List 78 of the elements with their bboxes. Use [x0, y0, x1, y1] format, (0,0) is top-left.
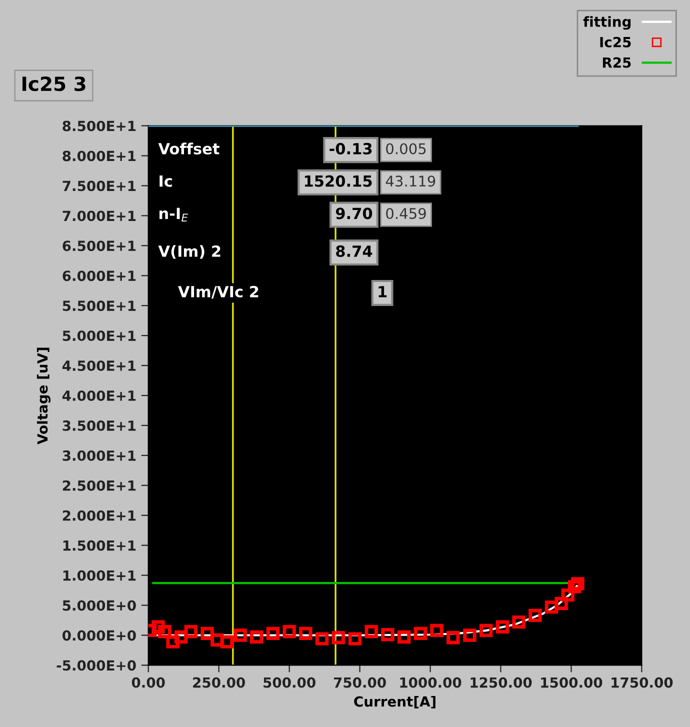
y-axis-title: Voltage [uV] [36, 348, 51, 444]
point [158, 625, 172, 638]
point [414, 626, 427, 640]
y-tick-label: 1.500E+1 [63, 540, 136, 551]
chart-title: Ic25 3 [22, 76, 86, 92]
point [200, 626, 214, 640]
point [315, 632, 329, 646]
point [571, 577, 584, 590]
legend-label: Ic25 [600, 36, 631, 48]
point [544, 600, 558, 614]
point [568, 580, 582, 594]
annotation: 0.005 [386, 143, 426, 154]
annotation: Ic [160, 175, 172, 187]
annotation: -0.13 [330, 142, 372, 154]
y-tick-label: 8.000E+1 [62, 150, 136, 162]
y-tick-label: 2.000E+1 [62, 510, 136, 521]
y-tick-label: 0.000E+0 [62, 630, 136, 641]
y-tick-label: -5.000E+0 [56, 660, 136, 671]
y-tick-label: 8.500E+1 [62, 120, 136, 132]
point [463, 628, 476, 642]
point [332, 631, 345, 644]
point [184, 625, 198, 638]
point [348, 632, 362, 646]
point [554, 596, 568, 610]
annotation: 1520.15 [304, 175, 372, 187]
annotation: n-I$_{E}$ [160, 208, 188, 222]
x-tick-label: 1000.00 [400, 677, 462, 688]
point [479, 624, 493, 638]
y-tick-label: 7.500E+1 [62, 180, 136, 192]
y-tick-label: 3.000E+1 [62, 450, 136, 461]
y-tick-label: 6.500E+1 [62, 240, 136, 252]
point [430, 624, 444, 638]
y-tick-label: 5.500E+1 [62, 300, 136, 312]
x-tick-label: 250.00 [193, 677, 245, 688]
x-tick-label: 1500.00 [541, 677, 602, 688]
x-tick-label: 500.00 [264, 677, 316, 688]
y-tick-label: 7.000E+1 [62, 210, 136, 222]
y-tick-label: 4.500E+1 [62, 360, 136, 371]
annotation: 1 [378, 286, 387, 298]
x-axis-title: Current[A] [354, 696, 436, 708]
y-tick-label: 3.500E+1 [62, 420, 136, 431]
point [381, 628, 394, 642]
annotation: Voffset [158, 142, 220, 154]
point [496, 620, 510, 634]
annotation: 9.70 [336, 208, 372, 220]
x-tick-label: 0.00 [132, 677, 165, 688]
annotation: VIm/VIc 2 [178, 286, 258, 299]
point [152, 620, 165, 634]
y-tick-label: 5.000E+1 [62, 330, 136, 342]
point [561, 588, 574, 602]
annotation: 0.459 [386, 208, 426, 220]
y-tick-label: 4.000E+1 [62, 390, 136, 401]
point [174, 630, 188, 644]
annotation: 43.119 [386, 176, 436, 187]
point [234, 628, 247, 642]
point [364, 625, 378, 638]
point [266, 626, 280, 640]
y-tick-label: 6.000E+1 [62, 270, 136, 282]
point [282, 625, 296, 638]
point [250, 630, 264, 644]
legend-label: fitting [583, 16, 631, 30]
point [166, 635, 180, 648]
y-tick-label: 5.000E+0 [62, 600, 136, 611]
point [220, 635, 234, 648]
point [210, 633, 224, 647]
legend-label: R25 [602, 57, 631, 68]
point [512, 615, 526, 629]
point [528, 608, 542, 622]
annotation: 8.74 [336, 245, 372, 257]
point [299, 626, 312, 640]
x-tick-label: 1250.00 [470, 677, 532, 688]
point [397, 630, 411, 644]
annotation: V(Im) 2 [158, 245, 220, 259]
x-tick-label: 750.00 [334, 677, 386, 688]
y-tick-label: 1.000E+1 [63, 570, 136, 581]
y-tick-label: 2.500E+1 [62, 480, 136, 491]
x-tick-label: 1750.00 [612, 677, 673, 688]
point [446, 631, 460, 644]
